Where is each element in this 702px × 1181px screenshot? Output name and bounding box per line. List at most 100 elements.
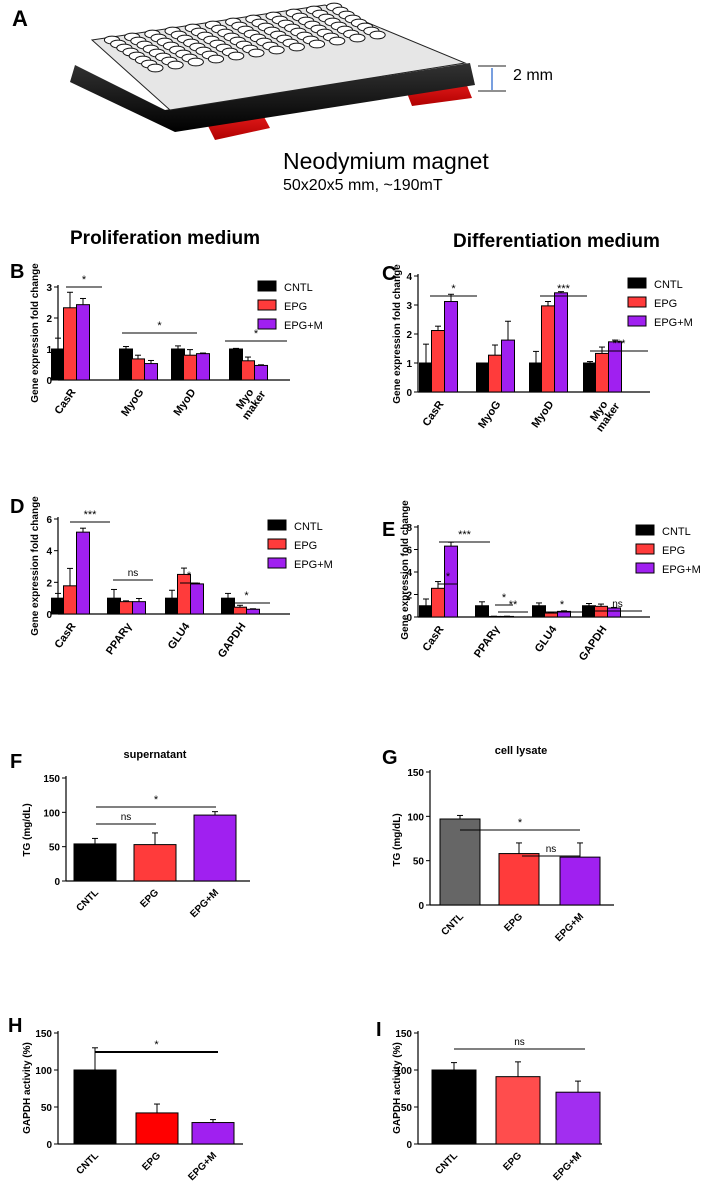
bar-epg bbox=[63, 307, 77, 381]
bar-epg bbox=[183, 354, 197, 381]
legend-label: EPG+M bbox=[662, 564, 701, 576]
well bbox=[268, 45, 285, 55]
y-tick-label: 0 bbox=[46, 1140, 52, 1151]
bar-cntl bbox=[51, 348, 65, 381]
panel-label: I bbox=[376, 1019, 382, 1041]
bar-cntl bbox=[229, 348, 243, 381]
bar-epg bbox=[119, 601, 133, 615]
y-tick-label: 1 bbox=[406, 359, 412, 370]
bar-epg-plus-m bbox=[196, 353, 210, 381]
y-tick-label: 100 bbox=[35, 1066, 52, 1077]
y-tick-label: 0 bbox=[406, 613, 412, 624]
gap-label: 2 mm bbox=[513, 67, 553, 84]
magnet-caption: Neodymium magnet bbox=[283, 148, 489, 174]
x-tick-label: EPG bbox=[501, 1150, 524, 1173]
y-tick-label: 100 bbox=[395, 1066, 412, 1077]
bar-cntl bbox=[583, 362, 597, 393]
significance-label: * bbox=[502, 592, 507, 604]
y-tick-label: 0 bbox=[54, 877, 60, 888]
y-tick-label: 2 bbox=[46, 314, 52, 325]
bar-cntl bbox=[221, 597, 235, 615]
y-tick-label: 3 bbox=[406, 301, 412, 312]
x-tick-label: CasR bbox=[420, 624, 446, 654]
bar-epg bbox=[131, 358, 145, 381]
bar-cntl bbox=[529, 362, 543, 393]
y-tick-label: 8 bbox=[406, 523, 412, 534]
y-tick-label: 150 bbox=[35, 1029, 52, 1040]
significance-label: * bbox=[157, 320, 162, 332]
x-tick-label: EPG bbox=[140, 1150, 163, 1173]
y-tick-label: 1 bbox=[46, 345, 52, 356]
bar-epg-plus-m bbox=[554, 292, 568, 393]
well bbox=[187, 57, 204, 67]
y-tick-label: 100 bbox=[43, 808, 60, 819]
y-tick-label: 150 bbox=[407, 768, 424, 779]
bar-cntl bbox=[171, 348, 185, 381]
bar-epg-plus-m bbox=[246, 608, 260, 615]
well bbox=[207, 54, 225, 64]
legend-swatch bbox=[627, 315, 647, 327]
x-tick-label: EPG bbox=[138, 887, 161, 910]
x-tick-label: EPG+M bbox=[553, 911, 586, 944]
significance-label: * bbox=[560, 599, 565, 611]
x-tick-label: GLU4 bbox=[166, 620, 193, 652]
well bbox=[167, 60, 184, 70]
bar-epg-plus-m bbox=[76, 304, 90, 381]
y-tick-label: 4 bbox=[406, 568, 412, 579]
legend-label: EPG bbox=[294, 540, 317, 552]
bar-epg bbox=[495, 1076, 541, 1145]
significance-label: ns bbox=[128, 568, 139, 579]
significance-label: * bbox=[187, 570, 192, 582]
legend-label: EPG+M bbox=[284, 320, 323, 332]
y-tick-label: 50 bbox=[49, 843, 61, 854]
significance-label: *** bbox=[458, 529, 472, 541]
bar-cntl bbox=[419, 362, 433, 393]
x-tick-label: GAPDH bbox=[577, 624, 610, 663]
section-title-proliferation: Proliferation medium bbox=[70, 228, 261, 249]
x-tick-label: PPARγ bbox=[472, 623, 503, 660]
significance-label: * bbox=[446, 571, 451, 583]
legend-swatch bbox=[627, 277, 647, 289]
chart-panel-d: D 0 2 4 6 Gene expression fold change CasR PPAR… bbox=[10, 496, 333, 660]
legend-label: EPG+M bbox=[654, 317, 693, 329]
legend-swatch bbox=[257, 299, 277, 311]
x-tick-label: CNTL bbox=[74, 1150, 101, 1177]
bar-cntl bbox=[439, 818, 481, 906]
significance-label: * bbox=[154, 1039, 159, 1051]
legend-label: EPG bbox=[654, 298, 677, 310]
x-tick-label: MyoD bbox=[171, 387, 198, 418]
significance-label: *** bbox=[613, 338, 627, 350]
legend-swatch bbox=[257, 318, 277, 330]
legend-swatch bbox=[627, 296, 647, 308]
y-tick-label: 0 bbox=[406, 1140, 412, 1151]
x-tick-label: CasR bbox=[52, 387, 78, 417]
y-tick-label: 150 bbox=[395, 1029, 412, 1040]
panel-label-a: A bbox=[12, 6, 28, 31]
magnet-spec: 50x20x5 mm, ~190mT bbox=[283, 177, 443, 194]
plate-base bbox=[70, 63, 475, 132]
y-tick-label: 50 bbox=[401, 1103, 413, 1114]
x-tick-label: EPG+M bbox=[188, 887, 221, 920]
significance-label: * bbox=[244, 590, 249, 602]
well bbox=[308, 39, 326, 49]
legend-swatch bbox=[267, 519, 287, 531]
bar-epg bbox=[233, 606, 247, 615]
bar-epg bbox=[63, 585, 77, 615]
panel-label: G bbox=[382, 747, 398, 769]
x-tick-label: CNTL bbox=[74, 887, 101, 914]
well bbox=[369, 30, 386, 40]
bar-cntl bbox=[476, 362, 490, 393]
bar-epg-plus-m bbox=[444, 301, 458, 393]
x-tick-label: CasR bbox=[420, 399, 446, 429]
significance-label: ns bbox=[514, 1037, 525, 1048]
y-axis-label: Gene expression fold change bbox=[30, 496, 41, 636]
x-tick-label: CNTL bbox=[439, 911, 466, 938]
legend-swatch bbox=[267, 538, 287, 550]
legend-label: EPG bbox=[662, 545, 685, 557]
plate-wells bbox=[103, 2, 386, 73]
bar-cntl bbox=[165, 597, 179, 615]
bar-epg bbox=[594, 605, 608, 618]
